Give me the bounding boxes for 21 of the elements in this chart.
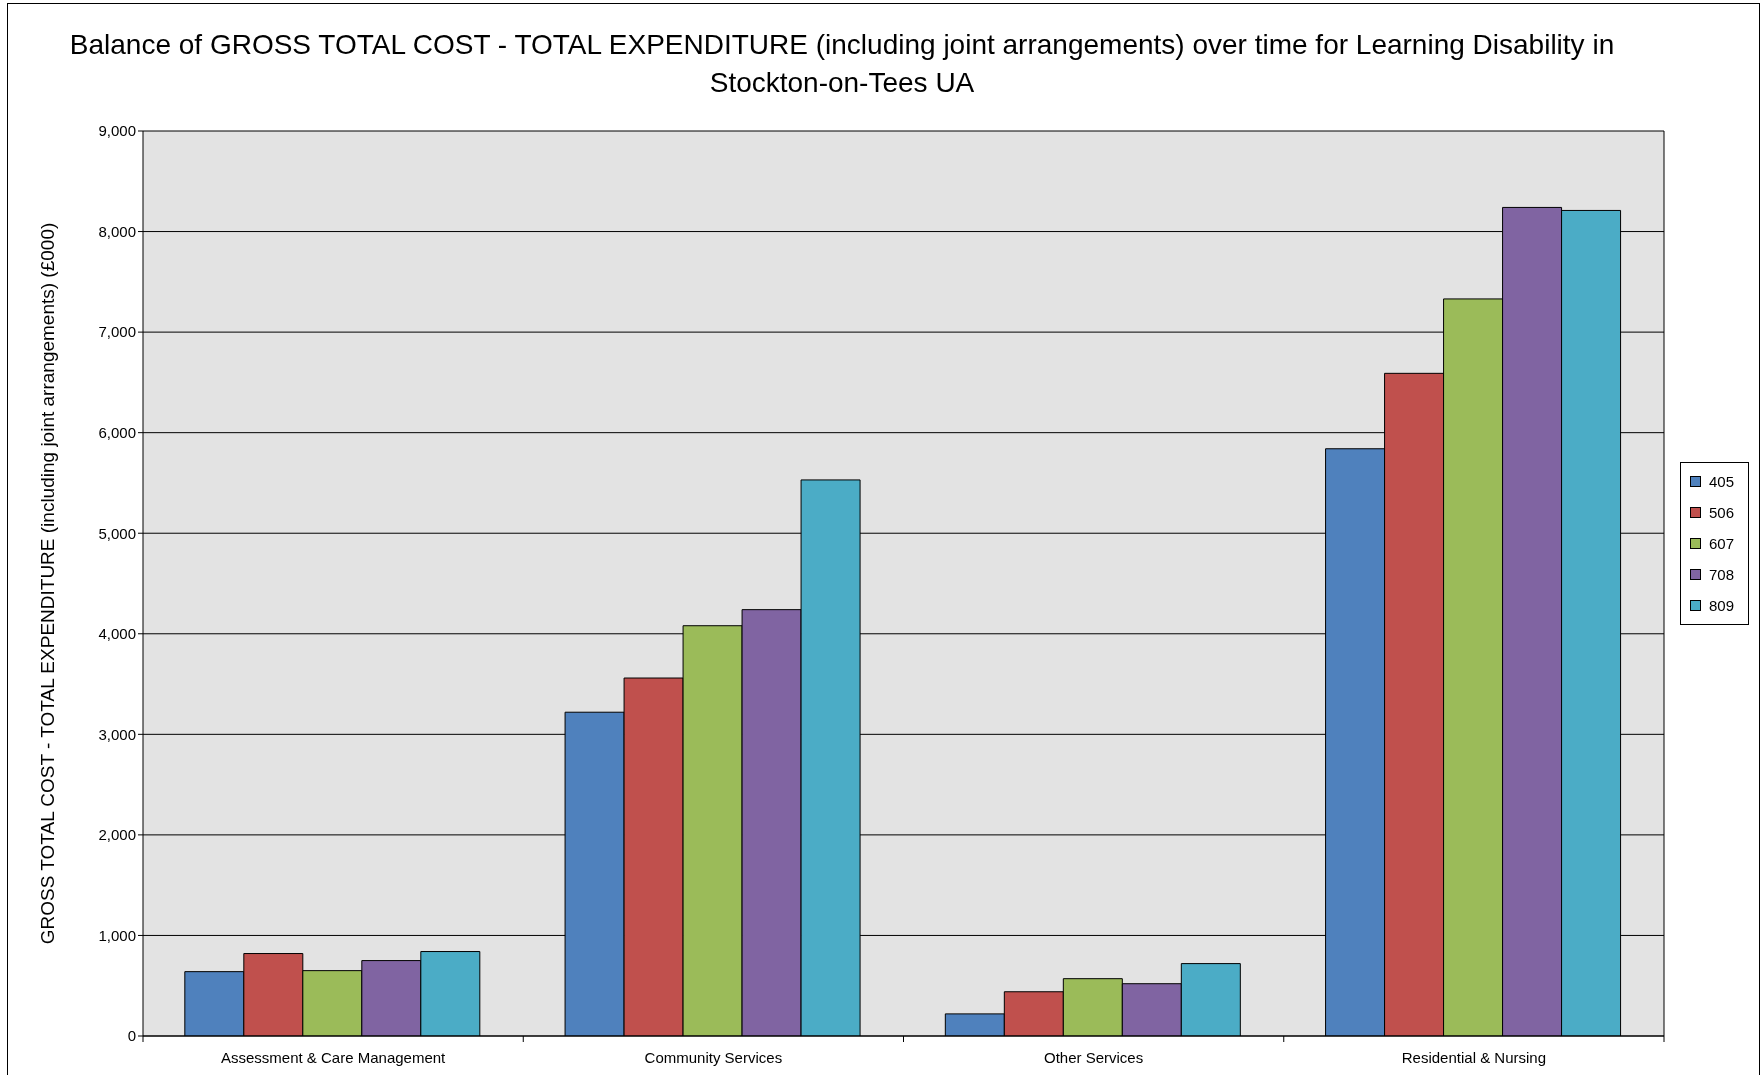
y-tick-label: 3,000 <box>98 725 136 743</box>
legend-label: 607 <box>1709 535 1735 552</box>
y-tick-label: 4,000 <box>98 625 136 643</box>
x-tick-label: Other Services <box>1044 1049 1144 1066</box>
legend-label: 405 <box>1709 473 1735 490</box>
y-tick-label: 9,000 <box>98 122 136 140</box>
chart-title: Balance of GROSS TOTAL COST - TOTAL EXPENDITURE (including joint arrangements) over time for Learning Disability in Stockton-on-Tees UA <box>69 29 1615 98</box>
y-tick-label: 5,000 <box>98 524 136 542</box>
y-tick-label: 6,000 <box>98 423 136 441</box>
y-tick-label: 2,000 <box>98 826 136 844</box>
x-tick-label: Assessment & Care Management <box>220 1049 447 1066</box>
legend-label: 708 <box>1709 566 1735 583</box>
x-tick-label: Community Services <box>644 1049 783 1066</box>
y-tick-label: 8,000 <box>98 222 136 240</box>
y-axis-title: GROSS TOTAL COST - TOTAL EXPENDITURE (including joint arrangements) (£000) <box>36 222 58 945</box>
y-tick-label: 0 <box>127 1027 136 1045</box>
legend-label: 506 <box>1709 504 1735 521</box>
x-tick-label: Residential & Nursing <box>1401 1049 1546 1066</box>
legend-label: 809 <box>1709 597 1735 614</box>
y-tick-label: 7,000 <box>98 323 136 341</box>
y-tick-label: 1,000 <box>98 926 136 944</box>
